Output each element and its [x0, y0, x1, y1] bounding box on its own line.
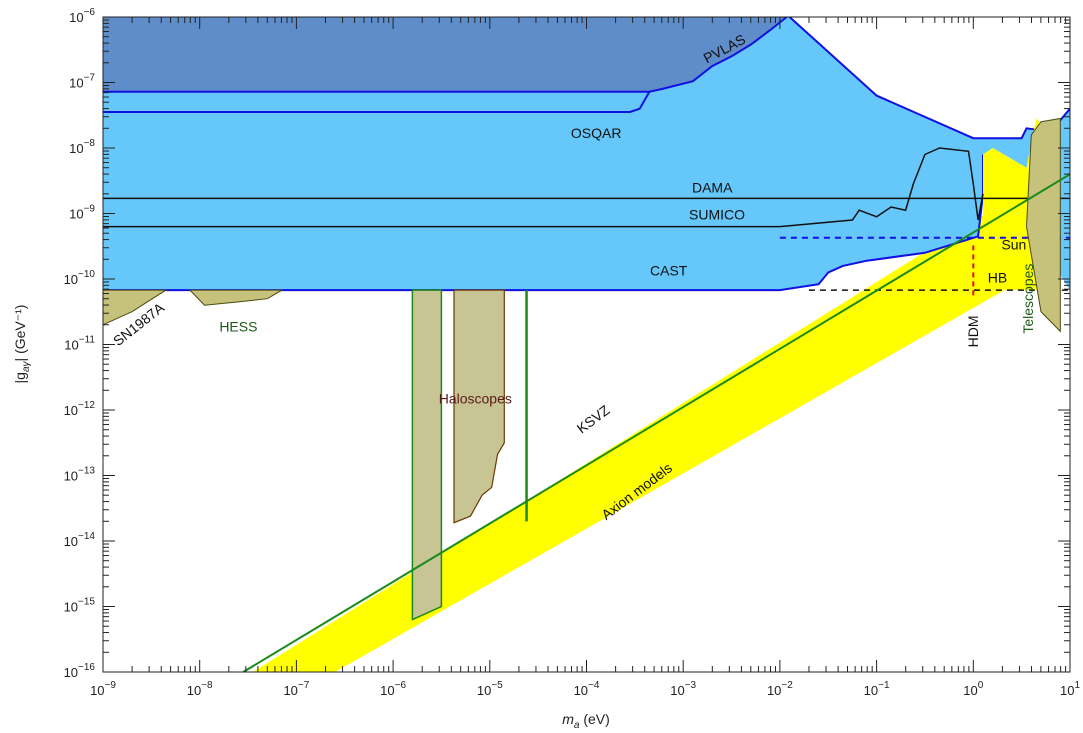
y-tick-label: 10−9 [69, 204, 95, 222]
x-tick-label: 10−3 [670, 680, 696, 698]
sumico-label: SUMICO [689, 206, 745, 222]
x-tick-label: 100 [963, 680, 983, 698]
cast-label: CAST [650, 263, 688, 279]
osqar-label: OSQAR [571, 125, 622, 141]
hess-region [188, 289, 284, 306]
hb-label: HB [988, 269, 1007, 285]
x-tick-label: 10−2 [767, 680, 793, 698]
telescopes-region [1025, 117, 1061, 333]
y-tick-label: 10−16 [64, 662, 96, 680]
x-tick-label: 10−5 [477, 680, 503, 698]
telescopes-label: Telescopes [1020, 264, 1036, 334]
sun-label: Sun [1001, 237, 1026, 253]
y-tick-label: 10−11 [64, 335, 95, 353]
sumico-limit-line [103, 147, 984, 228]
haloscopes-label: Haloscopes [439, 390, 512, 406]
y-tick-label: 10−15 [64, 597, 96, 615]
y-tick-label: 10−14 [64, 531, 96, 549]
x-tick-label: 10−9 [90, 680, 116, 698]
hdm-label: HDM [965, 315, 981, 347]
x-tick-label: 10−4 [574, 680, 600, 698]
cast-limit-line [103, 154, 984, 292]
x-tick-label: 101 [1060, 680, 1080, 698]
osqar-limit-line [103, 91, 651, 113]
y-tick-label: 10−13 [64, 466, 96, 484]
laser-excluded-region [103, 17, 787, 92]
y-tick-label: 10−12 [64, 400, 96, 418]
haloscope-steps-region [453, 289, 505, 524]
y-axis-title: |gaγ| (GeV⁻¹) [12, 305, 32, 384]
pvlas-limit-line [103, 17, 788, 93]
y-tick-label: 10−7 [69, 73, 95, 91]
y-tick-label: 10−10 [64, 269, 96, 287]
x-tick-label: 10−8 [187, 680, 213, 698]
y-tick-label: 10−6 [69, 7, 95, 25]
ksvz-line [242, 173, 1070, 672]
tick-labels: 10−9 10−8 10−7 10−6 10−5 10−4 10−3 10−2 10−1 100 1… [64, 7, 1081, 698]
y-tick-label: 10−8 [69, 138, 95, 156]
axis-ticks [102, 16, 1071, 673]
x-tick-label: 10−6 [380, 680, 406, 698]
x-axis-title: ma (eV) [562, 711, 610, 731]
plot-area [103, 17, 1070, 672]
axion-band-gap [983, 118, 1040, 291]
sn1987a-region [103, 289, 168, 326]
haloscope-admx-region [411, 289, 443, 621]
x-tick-label: 10−1 [864, 680, 890, 698]
x-tick-label: 10−7 [283, 680, 309, 698]
ksvz-label: KSVZ [574, 401, 613, 436]
dama-label: DAMA [692, 180, 733, 196]
hess-label: HESS [219, 318, 257, 334]
